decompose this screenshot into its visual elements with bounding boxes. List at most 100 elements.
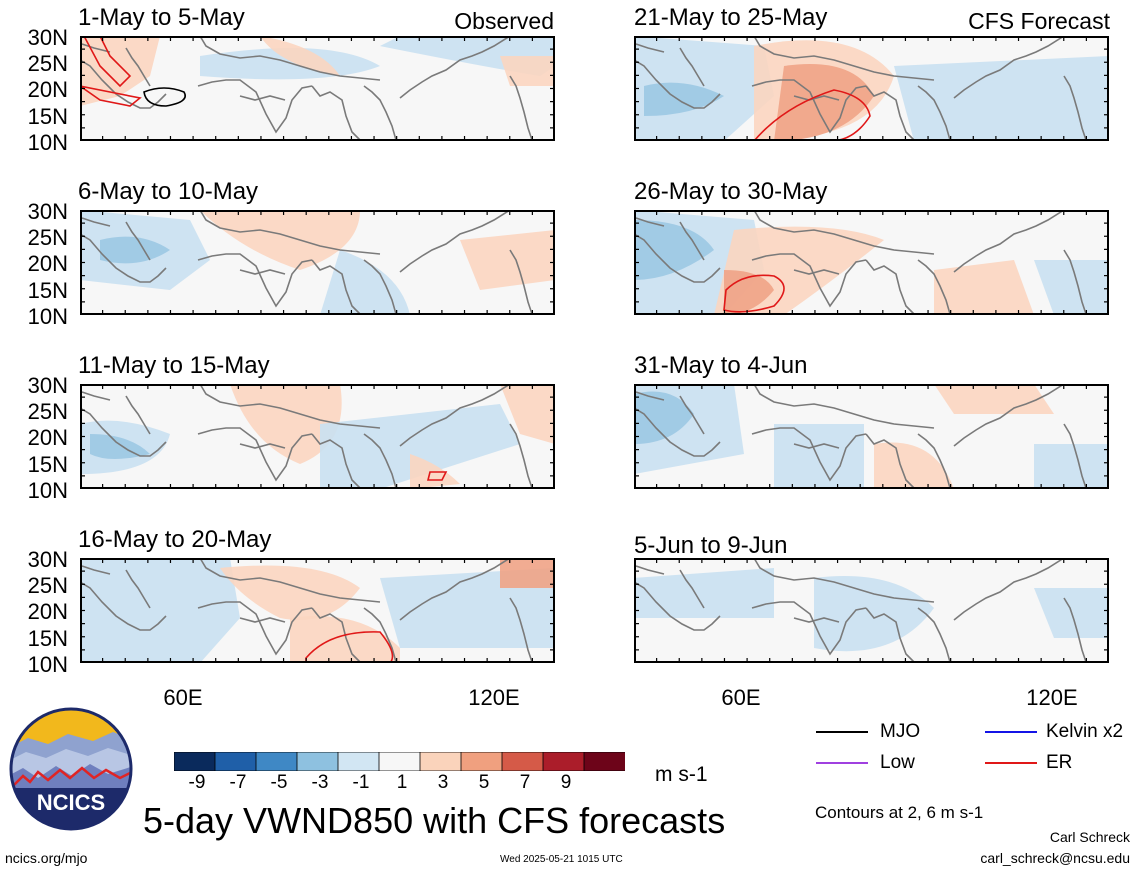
anomaly-shading — [634, 568, 774, 618]
coastline — [753, 36, 935, 81]
wave-contour — [723, 274, 785, 313]
anomaly-shading — [934, 384, 1054, 414]
anomaly-shading — [260, 36, 340, 76]
coastline — [917, 85, 951, 141]
coastline — [917, 607, 951, 663]
anomaly-shading — [634, 220, 714, 280]
coastline — [751, 601, 867, 656]
lat-label: 30N — [27, 25, 68, 50]
forecast-tag: CFS Forecast — [968, 8, 1110, 34]
map-panel-7 — [634, 384, 1109, 489]
coastline — [634, 59, 721, 109]
wave-contour — [305, 631, 394, 663]
map-frame — [80, 210, 555, 315]
coastline — [679, 221, 705, 261]
colorbar-tick: -9 — [188, 772, 206, 793]
colorbar-swatch — [378, 751, 421, 772]
wave-contour — [83, 36, 132, 88]
coastline — [399, 36, 511, 99]
lat-label: 15N — [27, 104, 68, 129]
coastline — [311, 259, 361, 315]
colorbar-swatch — [173, 751, 216, 772]
map-graphic — [634, 36, 1109, 141]
coastline — [635, 217, 665, 227]
map-graphic — [80, 384, 555, 489]
panel-date-range-7: 31-May to 4-Jun — [634, 352, 808, 379]
colorbar-tick: 9 — [560, 772, 572, 793]
footer-timestamp: Wed 2025-05-21 1015 UTC — [500, 854, 623, 865]
coastline — [399, 210, 511, 273]
coastline — [509, 249, 533, 315]
colorbar-swatch — [460, 751, 503, 772]
coastline — [865, 85, 915, 141]
coastline — [917, 259, 951, 315]
coastline — [197, 79, 313, 134]
ncics-logo: NCICS — [8, 706, 134, 832]
coastline — [953, 384, 1065, 447]
colorbar-swatch — [255, 751, 298, 772]
coastline — [197, 427, 313, 482]
anomaly-shading — [80, 36, 160, 106]
lat-label: 25N — [27, 51, 68, 76]
lat-label: 10N — [27, 652, 68, 677]
coastline — [635, 565, 665, 575]
panel-date-range-6: 26-May to 30-May — [634, 178, 828, 205]
coastline — [793, 269, 840, 275]
map-graphic — [80, 558, 555, 663]
wave-contour — [143, 87, 186, 107]
map-panel-8 — [634, 558, 1109, 663]
anomaly-shading — [1034, 260, 1109, 315]
logo-graphic — [9, 707, 133, 831]
map-graphic — [634, 210, 1109, 315]
contours-note: Contours at 2, 6 m s-1 — [815, 803, 984, 822]
footer-url: ncics.org/mjo — [5, 850, 88, 866]
coastline — [793, 95, 840, 101]
map-panel-6 — [634, 210, 1109, 315]
colorbar-swatch — [214, 751, 257, 772]
coastline — [679, 395, 705, 435]
map-panel-5 — [634, 36, 1109, 141]
coastline — [1063, 249, 1087, 315]
lat-label: 20N — [27, 77, 68, 102]
colorbar-swatch — [337, 751, 380, 772]
coastline — [125, 221, 151, 261]
coastline — [865, 259, 915, 315]
panel-date-range-3: 11-May to 15-May — [78, 352, 270, 379]
coastline — [363, 607, 397, 663]
coastline — [399, 558, 511, 621]
coastline — [953, 36, 1065, 99]
coastline — [635, 43, 665, 53]
map-frame — [634, 36, 1109, 141]
anomaly-shading — [934, 260, 1034, 315]
legend-label-mjo: MJO — [880, 721, 921, 742]
lat-label: 25N — [27, 225, 68, 250]
wave-contour — [753, 89, 871, 141]
colorbar-swatch — [583, 751, 626, 772]
coastline — [751, 427, 867, 482]
map-frame — [80, 558, 555, 663]
coastline — [509, 423, 533, 489]
map-panel-2 — [80, 210, 555, 315]
coastline — [81, 565, 111, 575]
panel-date-range-1: 1-May to 5-May — [78, 4, 245, 31]
map-frame — [634, 384, 1109, 489]
coastline — [125, 395, 151, 435]
coastline — [679, 47, 705, 87]
map-graphic — [634, 384, 1109, 489]
lat-label: 30N — [27, 373, 68, 398]
anomaly-shading — [500, 558, 555, 588]
colorbar-swatch — [419, 751, 462, 772]
colorbar — [173, 751, 626, 772]
legend-label-low: Low — [880, 752, 915, 773]
anomaly-shading — [200, 210, 360, 270]
coastline — [239, 95, 286, 101]
map-frame — [634, 558, 1109, 663]
lat-label: 15N — [27, 452, 68, 477]
colorbar-tick: 3 — [437, 772, 449, 793]
coastline — [917, 433, 951, 489]
lat-label: 20N — [27, 425, 68, 450]
panel-date-range-4: 16-May to 20-May — [78, 526, 272, 553]
anomaly-shading — [290, 616, 400, 663]
coastline — [80, 407, 167, 457]
anomaly-shading — [644, 82, 724, 116]
